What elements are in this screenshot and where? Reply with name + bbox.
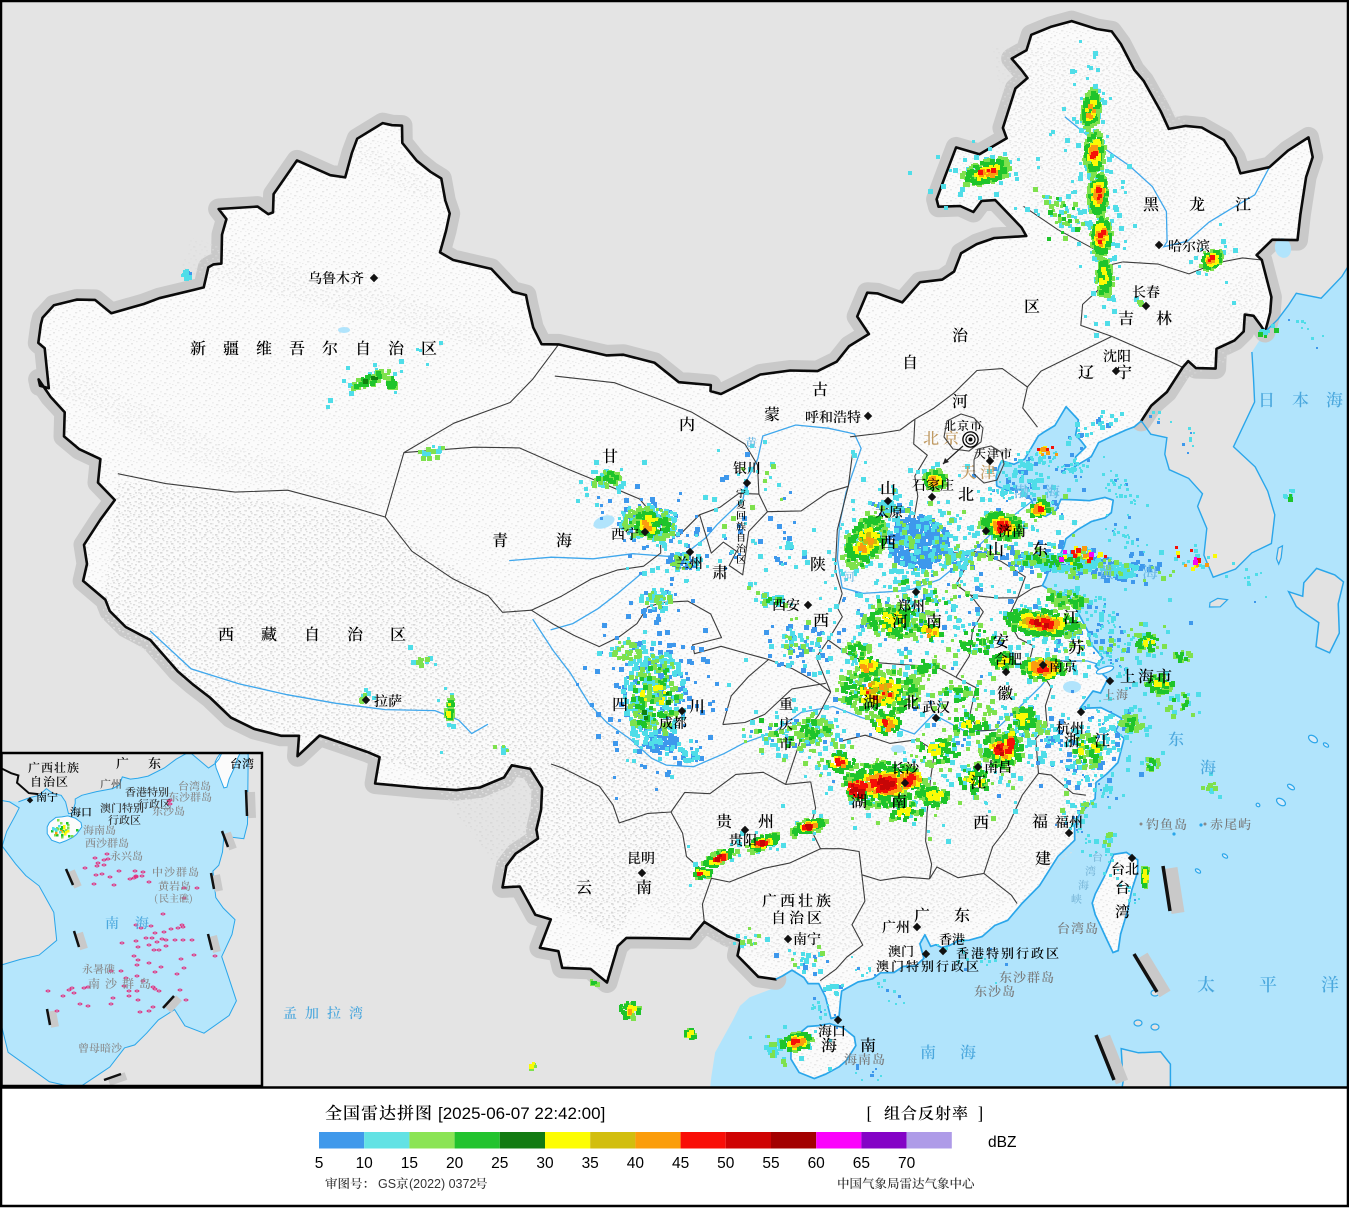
svg-text:70: 70 <box>898 1155 916 1172</box>
svg-text:30: 30 <box>536 1155 554 1172</box>
svg-text:40: 40 <box>627 1155 645 1172</box>
svg-text:5: 5 <box>315 1155 324 1172</box>
svg-text:55: 55 <box>762 1155 779 1172</box>
svg-text:25: 25 <box>491 1155 508 1172</box>
svg-text:[2025-06-07 22:42:00]: [2025-06-07 22:42:00] <box>438 1104 605 1123</box>
svg-text:15: 15 <box>401 1155 418 1172</box>
svg-text:(2022) 0372: (2022) 0372 <box>409 1177 476 1191</box>
svg-text:dBZ: dBZ <box>988 1134 1016 1151</box>
svg-text:20: 20 <box>446 1155 464 1172</box>
svg-text:GS: GS <box>378 1177 396 1191</box>
svg-text:50: 50 <box>717 1155 735 1172</box>
svg-text:65: 65 <box>853 1155 870 1172</box>
svg-text:35: 35 <box>582 1155 599 1172</box>
svg-text:45: 45 <box>672 1155 689 1172</box>
svg-text:60: 60 <box>808 1155 826 1172</box>
svg-text:10: 10 <box>356 1155 374 1172</box>
